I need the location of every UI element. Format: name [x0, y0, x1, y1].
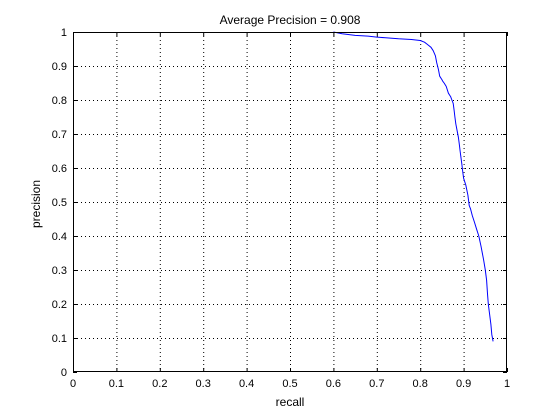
x-tick-label: 0.6 — [326, 378, 341, 390]
x-tick-label: 0.7 — [369, 378, 384, 390]
chart-title: Average Precision = 0.908 — [220, 13, 361, 27]
x-tick-label: 0 — [70, 378, 76, 390]
y-tick-label: 0.2 — [52, 299, 67, 311]
x-tick-label: 0.5 — [282, 378, 297, 390]
y-tick-label: 0.7 — [52, 129, 67, 141]
y-tick-label: 0.4 — [52, 231, 67, 243]
y-tick-label: 0.1 — [52, 333, 67, 345]
series-group — [333, 31, 494, 342]
y-tick-label: 0.9 — [52, 61, 67, 73]
x-tick-label: 0.1 — [109, 378, 124, 390]
x-tick-label: 0.3 — [196, 378, 211, 390]
y-tick-label: 1 — [61, 27, 67, 39]
precision-recall-line — [333, 31, 494, 342]
ticks: 0 0.1 0.2 0.3 0.4 0.5 0.6 0.7 0.8 0.9 1 0 0.1 0.2 0.3 0… — [52, 27, 510, 390]
x-tick-label: 0.2 — [152, 378, 167, 390]
grid-lines — [73, 32, 507, 372]
x-tick-label: 0.9 — [456, 378, 471, 390]
x-tick-label: 1 — [504, 378, 510, 390]
x-tick-label: 0.8 — [413, 378, 428, 390]
y-axis-title: precision — [29, 180, 43, 228]
y-tick-label: 0.6 — [52, 163, 67, 175]
x-axis-title: recall — [276, 395, 305, 409]
x-tick-label: 0.4 — [239, 378, 254, 390]
y-tick-label: 0.5 — [52, 197, 67, 209]
y-tick-label: 0.3 — [52, 265, 67, 277]
y-tick-label: 0.8 — [52, 95, 67, 107]
y-tick-label: 0 — [61, 367, 67, 379]
